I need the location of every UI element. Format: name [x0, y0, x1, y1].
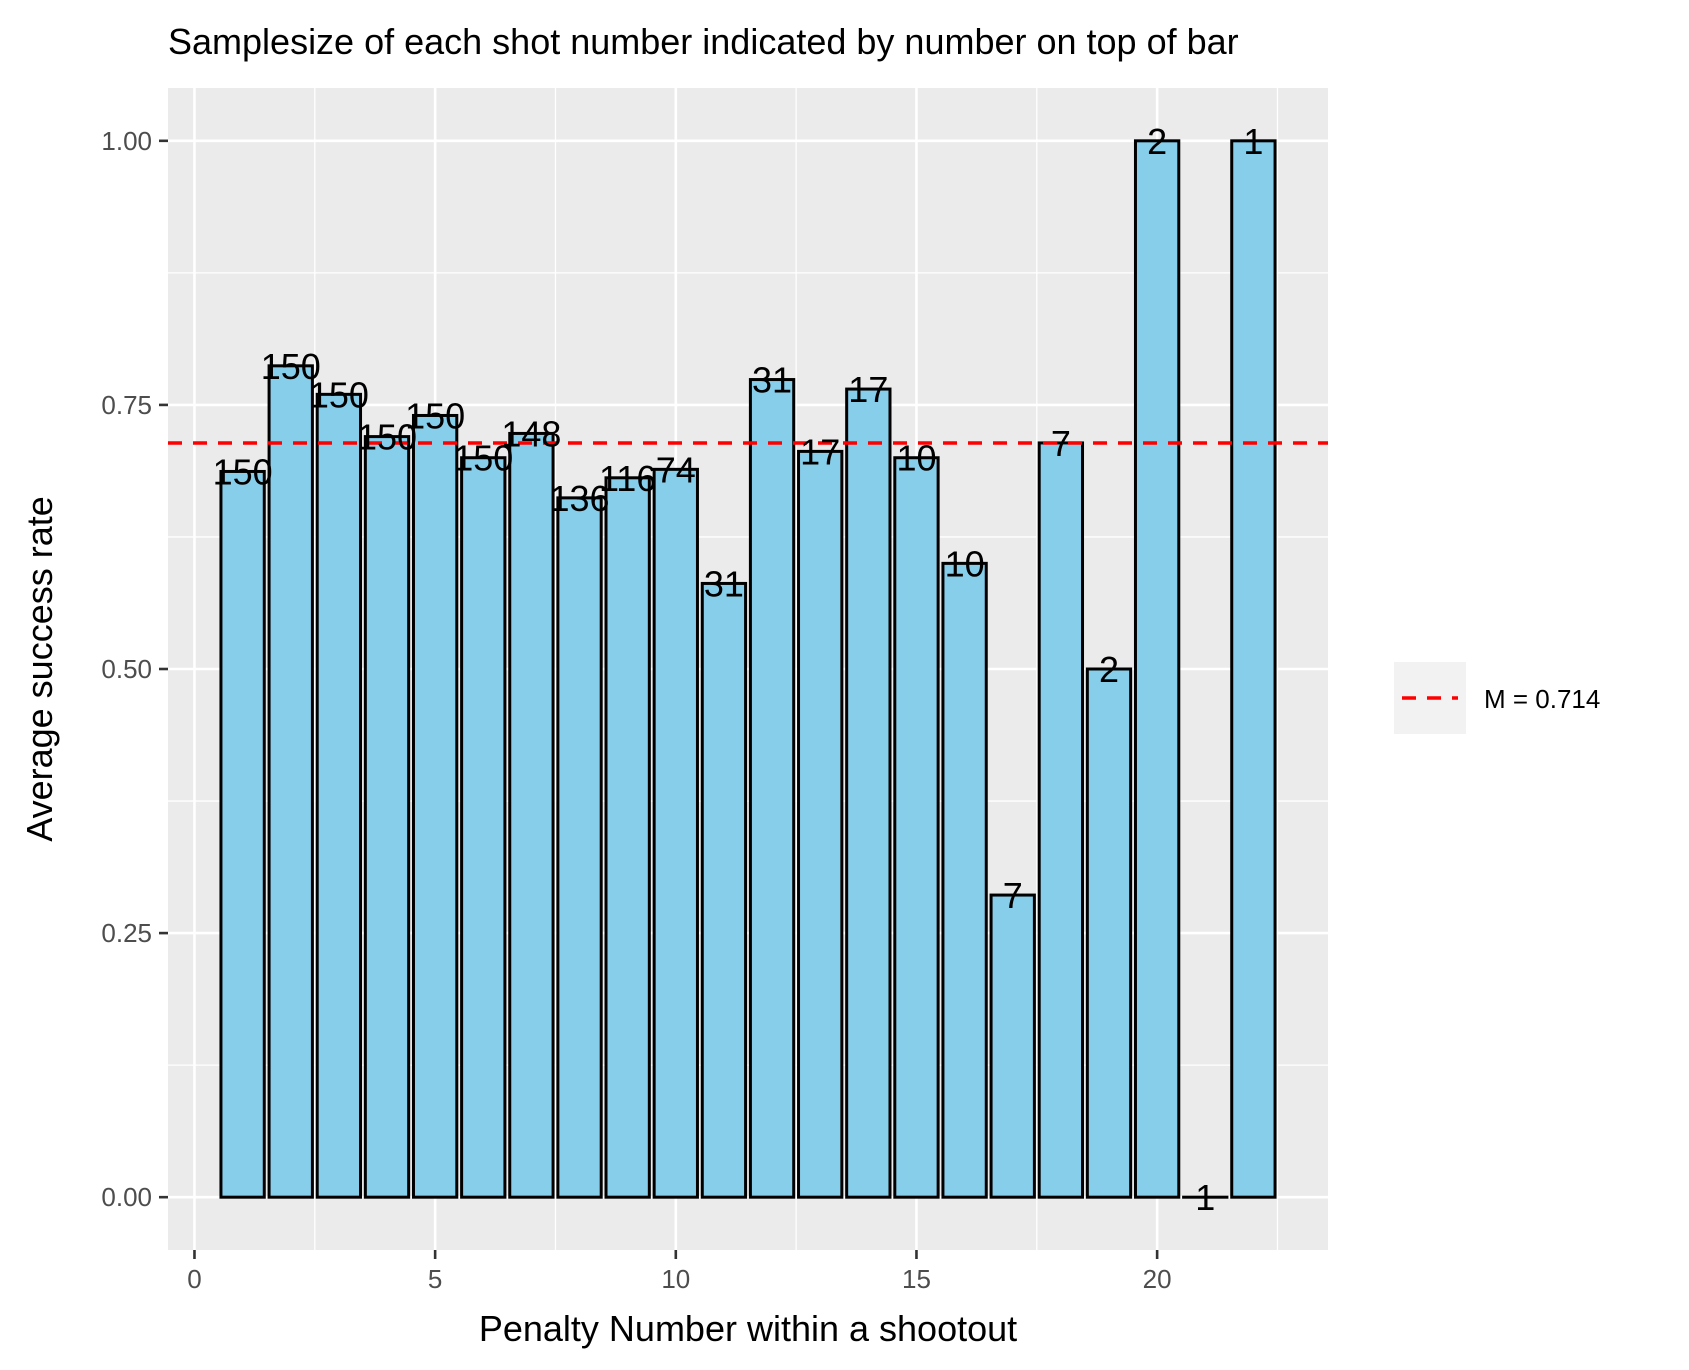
bar-label: 17: [800, 431, 840, 472]
bar-label: 10: [945, 543, 985, 584]
bar-label: 10: [896, 438, 936, 479]
x-axis: 0 5 10 15 20: [187, 1250, 1171, 1294]
bar: [606, 478, 649, 1197]
bar-label: 2: [1147, 121, 1167, 162]
bar: [1039, 443, 1082, 1197]
y-tick-label: 0.25: [101, 918, 152, 948]
x-tick-label: 10: [661, 1264, 690, 1294]
chart-title: Samplesize of each shot number indicated…: [168, 21, 1239, 62]
bar: [317, 394, 360, 1197]
y-tick-label: 0.50: [101, 654, 152, 684]
bar-label: 1: [1243, 121, 1263, 162]
bar: [654, 469, 697, 1197]
bar: [221, 471, 264, 1197]
bar-label: 17: [848, 369, 888, 410]
x-tick-label: 5: [428, 1264, 442, 1294]
bar: [799, 451, 842, 1197]
bar-label: 150: [213, 451, 273, 492]
bar: [991, 895, 1034, 1197]
bar: [413, 415, 456, 1197]
bar-label: 150: [405, 395, 465, 436]
bar: [702, 583, 745, 1197]
x-tick-label: 20: [1143, 1264, 1172, 1294]
x-axis-title: Penalty Number within a shootout: [479, 1308, 1017, 1349]
y-tick-label: 1.00: [101, 126, 152, 156]
bar-label: 148: [501, 413, 561, 454]
bar: [1232, 141, 1275, 1197]
y-tick-label: 0.75: [101, 390, 152, 420]
bar-label: 7: [1051, 423, 1071, 464]
bar-label: 7: [1003, 875, 1023, 916]
y-tick-label: 0.00: [101, 1182, 152, 1212]
bar-label: 31: [752, 360, 792, 401]
bar: [943, 563, 986, 1197]
bar: [847, 389, 890, 1197]
bar: [1087, 669, 1130, 1197]
bar: [558, 498, 601, 1197]
bar: [750, 380, 793, 1198]
bar: [895, 458, 938, 1197]
bar-label: 74: [656, 449, 696, 490]
bar-label: 150: [309, 374, 369, 415]
bar: [510, 433, 553, 1197]
x-tick-label: 15: [902, 1264, 931, 1294]
bar: [269, 366, 312, 1197]
bar-label: 1: [1195, 1177, 1215, 1218]
x-tick-label: 0: [187, 1264, 201, 1294]
bar-label: 116: [599, 458, 656, 499]
bar: [1135, 141, 1178, 1197]
bar-label: 2: [1099, 649, 1119, 690]
y-axis: 0.00 0.25 0.50 0.75 1.00: [101, 126, 168, 1212]
bar: [365, 437, 408, 1198]
bar-label: 31: [704, 563, 744, 604]
legend-label: M = 0.714: [1484, 684, 1600, 714]
bar: [462, 458, 505, 1197]
y-axis-title: Average success rate: [19, 496, 60, 842]
legend: M = 0.714: [1394, 662, 1600, 734]
